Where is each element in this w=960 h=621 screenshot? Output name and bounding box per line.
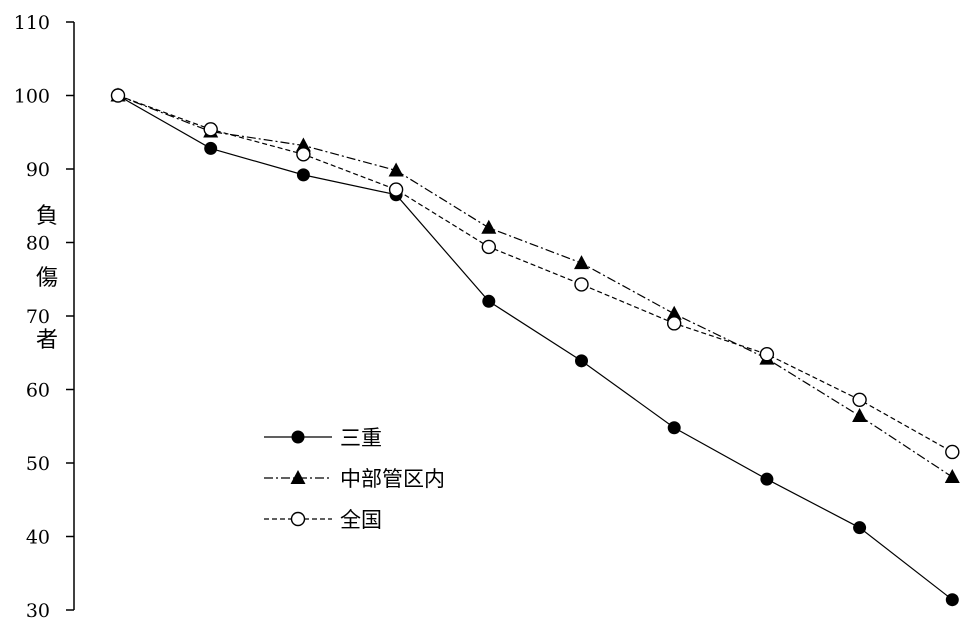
legend-marker bbox=[290, 511, 306, 527]
series-line bbox=[117, 94, 953, 453]
data-point bbox=[944, 468, 960, 483]
y-tick-label: 40 bbox=[26, 527, 50, 549]
legend-marker bbox=[290, 470, 306, 484]
y-tick-label: 50 bbox=[26, 453, 50, 475]
data-point bbox=[574, 255, 589, 270]
legend-entry: 三重 bbox=[264, 426, 382, 450]
legend-entry: 中部管区内 bbox=[264, 467, 445, 491]
data-point bbox=[481, 239, 496, 255]
data-point bbox=[204, 141, 218, 155]
data-point bbox=[574, 277, 589, 292]
data-point bbox=[759, 347, 775, 362]
series-3 bbox=[110, 88, 960, 460]
data-point bbox=[388, 162, 404, 177]
data-point bbox=[575, 354, 588, 368]
data-point bbox=[482, 294, 496, 308]
data-point bbox=[852, 407, 868, 422]
y-tick-label: 70 bbox=[26, 306, 50, 328]
y-tick-label: 110 bbox=[14, 12, 50, 34]
data-point bbox=[945, 444, 960, 460]
data-point bbox=[296, 168, 310, 182]
data-point bbox=[760, 472, 774, 486]
y-axis-label-char: 負 bbox=[36, 204, 58, 229]
data-point bbox=[945, 593, 959, 607]
y-axis-label-char: 傷 bbox=[36, 266, 58, 291]
legend-label: 全国 bbox=[340, 508, 382, 532]
data-point bbox=[667, 421, 681, 435]
series-1 bbox=[111, 89, 959, 607]
legend-entry: 全国 bbox=[264, 508, 382, 532]
y-axis-label-char: 者 bbox=[36, 328, 58, 353]
data-point bbox=[295, 137, 311, 152]
y-tick-label: 60 bbox=[26, 380, 50, 402]
data-point bbox=[852, 392, 867, 407]
y-tick-label: 80 bbox=[26, 233, 50, 255]
y-tick-label: 90 bbox=[26, 159, 50, 181]
legend-marker bbox=[291, 430, 305, 444]
data-point bbox=[481, 219, 497, 234]
data-point bbox=[667, 316, 682, 331]
series-2 bbox=[110, 87, 960, 483]
data-point bbox=[296, 147, 311, 162]
series-line bbox=[117, 94, 953, 478]
legend-label: 三重 bbox=[340, 426, 382, 450]
data-point bbox=[203, 122, 218, 137]
y-tick-label: 30 bbox=[26, 600, 50, 621]
data-point bbox=[110, 88, 126, 103]
data-point bbox=[666, 305, 682, 320]
y-axis-label: 負傷者 bbox=[36, 204, 58, 353]
legend-label: 中部管区内 bbox=[340, 467, 445, 491]
series-line bbox=[117, 94, 953, 601]
data-point bbox=[853, 521, 867, 535]
data-point bbox=[388, 182, 404, 197]
y-tick-label: 100 bbox=[14, 86, 50, 108]
y-axis: 30 40 50 60 70 80 90 100 110 bbox=[14, 12, 75, 621]
series-group bbox=[110, 87, 960, 607]
